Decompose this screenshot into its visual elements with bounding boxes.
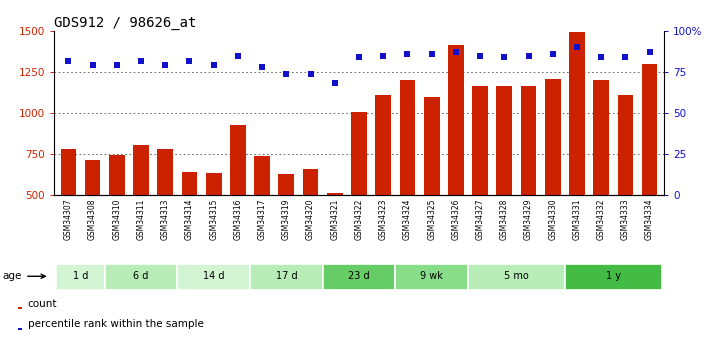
Text: GSM34324: GSM34324 [403, 198, 412, 240]
Point [135, 58, 146, 63]
Point [62, 58, 74, 63]
Bar [521, 86, 536, 195]
Bar [254, 156, 270, 195]
Point [498, 55, 510, 60]
Text: age: age [3, 271, 45, 281]
Point [208, 63, 220, 68]
Text: 9 wk: 9 wk [420, 271, 443, 281]
Bar [60, 149, 76, 195]
Text: 23 d: 23 d [348, 271, 370, 281]
Point [620, 55, 631, 60]
Point [111, 63, 123, 68]
Point [87, 63, 98, 68]
Text: GSM34321: GSM34321 [330, 198, 340, 240]
Bar [182, 172, 197, 195]
Point [256, 64, 268, 70]
Point [353, 55, 365, 60]
Text: GSM34317: GSM34317 [258, 198, 266, 240]
Bar [399, 80, 415, 195]
Bar [545, 79, 561, 195]
Bar [105, 264, 177, 290]
Bar [230, 125, 246, 195]
Bar [496, 86, 512, 195]
Bar [569, 32, 585, 195]
Text: GSM34308: GSM34308 [88, 198, 97, 240]
Text: GDS912 / 98626_at: GDS912 / 98626_at [54, 16, 196, 30]
Text: GSM34331: GSM34331 [572, 198, 582, 240]
Text: GSM34310: GSM34310 [112, 198, 121, 240]
Text: GSM34330: GSM34330 [549, 198, 557, 240]
Text: GSM34314: GSM34314 [185, 198, 194, 240]
Bar [250, 264, 322, 290]
Text: 1 y: 1 y [606, 271, 621, 281]
Text: GSM34322: GSM34322 [355, 198, 363, 240]
Bar [376, 95, 391, 195]
Text: GSM34315: GSM34315 [209, 198, 218, 240]
Point [281, 71, 292, 77]
Point [232, 53, 243, 58]
Point [475, 53, 486, 58]
Bar [177, 264, 250, 290]
Point [450, 50, 462, 55]
Bar [448, 45, 464, 195]
Text: GSM34307: GSM34307 [64, 198, 73, 240]
Point [401, 51, 413, 57]
Bar [396, 264, 468, 290]
Text: 5 mo: 5 mo [504, 271, 528, 281]
Bar [472, 86, 488, 195]
Bar [322, 264, 396, 290]
Text: 6 d: 6 d [134, 271, 149, 281]
Point [426, 51, 437, 57]
Text: 14 d: 14 d [203, 271, 225, 281]
Bar [133, 145, 149, 195]
Text: GSM34316: GSM34316 [233, 198, 243, 240]
Text: GSM34329: GSM34329 [524, 198, 533, 240]
Text: GSM34311: GSM34311 [136, 198, 146, 240]
Text: 17 d: 17 d [276, 271, 297, 281]
Point [572, 45, 583, 50]
Text: GSM34313: GSM34313 [161, 198, 169, 240]
Text: GSM34326: GSM34326 [452, 198, 460, 240]
Text: count: count [28, 299, 57, 309]
Bar [593, 80, 609, 195]
Bar [206, 173, 222, 195]
Bar [424, 97, 439, 195]
Text: GSM34325: GSM34325 [427, 198, 436, 240]
Text: GSM34327: GSM34327 [475, 198, 485, 240]
Bar [327, 193, 342, 195]
Bar [19, 307, 22, 308]
Text: 1 d: 1 d [73, 271, 88, 281]
Text: GSM34333: GSM34333 [621, 198, 630, 240]
Bar [56, 264, 105, 290]
Bar [85, 160, 101, 195]
Text: GSM34334: GSM34334 [645, 198, 654, 240]
Bar [303, 169, 319, 195]
Bar [351, 112, 367, 195]
Text: GSM34320: GSM34320 [306, 198, 315, 240]
Bar [617, 95, 633, 195]
Point [523, 53, 534, 58]
Bar [468, 264, 565, 290]
Point [305, 71, 317, 77]
Point [595, 55, 607, 60]
Bar [565, 264, 662, 290]
Text: GSM34323: GSM34323 [378, 198, 388, 240]
Text: GSM34328: GSM34328 [500, 198, 509, 240]
Text: percentile rank within the sample: percentile rank within the sample [28, 319, 203, 329]
Text: GSM34332: GSM34332 [597, 198, 606, 240]
Bar [279, 175, 294, 195]
Bar [642, 64, 658, 195]
Point [159, 63, 171, 68]
Point [329, 81, 340, 86]
Bar [109, 155, 125, 195]
Point [547, 51, 559, 57]
Point [184, 58, 195, 63]
Bar [157, 149, 173, 195]
Text: GSM34319: GSM34319 [282, 198, 291, 240]
Point [378, 53, 389, 58]
Bar [19, 328, 22, 330]
Point [644, 50, 656, 55]
